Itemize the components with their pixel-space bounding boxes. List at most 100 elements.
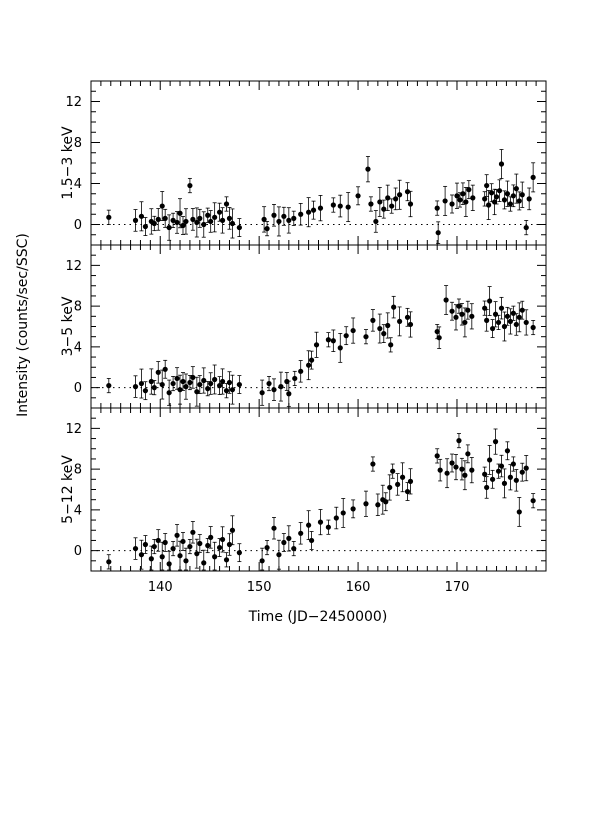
data-point: [436, 335, 442, 341]
data-point: [434, 453, 440, 459]
data-point: [368, 201, 374, 207]
data-point: [177, 210, 183, 216]
data-point: [106, 559, 112, 565]
data-point: [496, 188, 503, 194]
data-point: [132, 217, 139, 223]
y-axis-title: Intensity (counts/sec/SSC): [15, 233, 31, 417]
data-point: [190, 216, 196, 222]
data-point: [308, 357, 315, 363]
data-point: [457, 197, 463, 203]
data-point: [194, 219, 200, 226]
data-point: [385, 322, 391, 329]
data-point: [132, 384, 139, 390]
data-point: [434, 328, 440, 335]
data-point: [453, 464, 459, 470]
data-point: [229, 527, 236, 533]
data-point: [183, 558, 189, 564]
data-point: [383, 499, 389, 505]
panel-2: 0 4 8 12 3−5 keV: [60, 244, 547, 409]
data-point: [276, 218, 282, 225]
data-point: [229, 387, 236, 393]
data-point: [377, 199, 383, 205]
data-point: [482, 196, 488, 202]
data-point: [363, 334, 369, 340]
data-point: [271, 387, 277, 393]
data-point: [523, 465, 529, 471]
data-point: [155, 369, 161, 375]
data-point: [507, 318, 513, 325]
data-point: [333, 515, 339, 521]
data-point: [462, 319, 468, 326]
data-point: [330, 338, 336, 344]
data-point: [516, 314, 522, 320]
data-point: [281, 539, 287, 546]
data-point: [387, 484, 393, 491]
data-point: [180, 222, 186, 229]
data-point: [498, 463, 505, 469]
data-point: [187, 379, 193, 386]
data-point: [187, 543, 193, 550]
data-point: [166, 561, 172, 567]
data-point: [365, 166, 371, 172]
data-point: [454, 193, 460, 199]
data-point: [495, 319, 502, 326]
data-point: [504, 191, 511, 197]
data-point: [513, 321, 519, 328]
data-point: [492, 439, 499, 445]
data-point: [317, 205, 324, 211]
data-point: [205, 542, 211, 549]
data-point: [259, 390, 265, 396]
data-point: [337, 345, 343, 351]
data-point: [236, 224, 242, 231]
data-point: [226, 215, 233, 221]
data-point: [350, 506, 356, 512]
data-point: [504, 313, 511, 319]
data-point: [223, 557, 230, 563]
data-point: [219, 378, 226, 385]
data-point: [308, 537, 315, 544]
data-point: [407, 321, 414, 328]
data-point: [197, 215, 203, 221]
data-point: [159, 554, 165, 560]
data-point: [391, 304, 397, 310]
x-tick-label: 160: [346, 580, 371, 595]
data-point: [434, 205, 440, 211]
data-point: [325, 524, 331, 530]
data-point: [449, 308, 455, 314]
data-point: [526, 196, 532, 202]
data-point: [170, 380, 176, 387]
data-point: [286, 535, 292, 542]
data-point: [226, 379, 233, 386]
y-tick-label: 4: [74, 503, 82, 518]
data-point: [489, 476, 496, 482]
data-point: [194, 389, 200, 395]
data-point: [363, 501, 369, 507]
data-point: [507, 201, 513, 207]
data-point: [291, 215, 297, 221]
data-point: [355, 193, 361, 199]
data-point: [138, 552, 145, 558]
data-point: [516, 198, 522, 204]
data-point: [513, 477, 519, 483]
data-point: [435, 230, 441, 236]
panel-frame: [90, 244, 547, 409]
data-point: [212, 376, 218, 383]
data-point: [510, 310, 516, 316]
data-point: [407, 478, 414, 484]
y-tick-label: 0: [74, 544, 82, 559]
data-point: [317, 519, 324, 525]
data-point: [162, 539, 168, 546]
data-point: [201, 560, 207, 566]
data-point: [437, 467, 443, 473]
data-point: [373, 218, 379, 225]
y-tick-label: 8: [74, 463, 82, 478]
data-point: [151, 543, 157, 550]
data-point: [284, 378, 290, 385]
data-point: [484, 484, 490, 491]
data-point: [491, 199, 498, 205]
data-point: [159, 203, 165, 209]
data-point: [397, 318, 403, 325]
data-point: [190, 529, 196, 535]
data-point: [142, 541, 149, 548]
